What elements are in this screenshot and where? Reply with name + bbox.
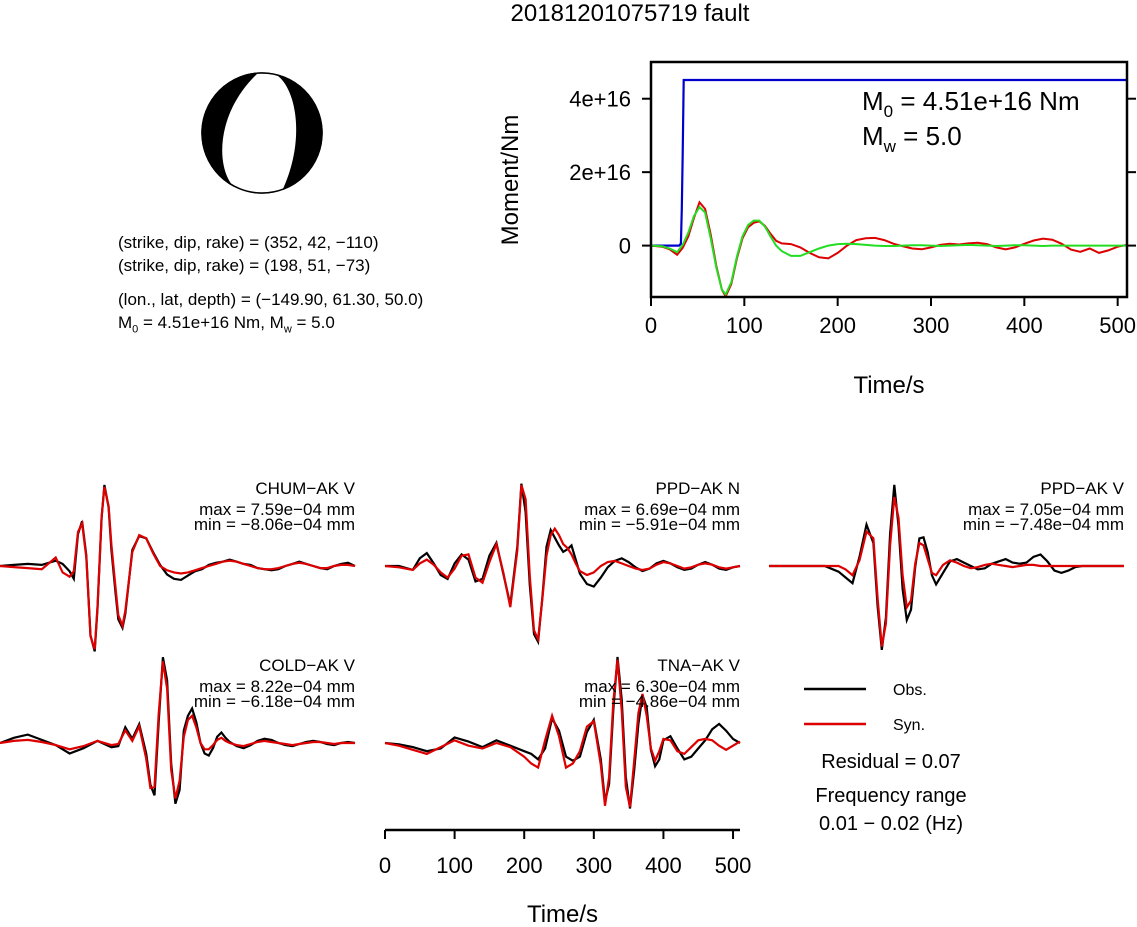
mw-subscript: w (283, 323, 292, 336)
moment-x-tick-label: 500 (1099, 313, 1136, 338)
station-min-label: min = −5.91e−04 mm (579, 515, 740, 534)
source-location: (lon., lat, depth) = (−149.90, 61.30, 50… (118, 290, 424, 309)
moment-x-tick-label: 300 (913, 313, 950, 338)
station-min-label: min = −7.48e−04 mm (963, 515, 1124, 534)
moment-symbol: M (118, 313, 133, 332)
nodal-plane-2: (strike, dip, rake) = (198, 51, −73) (118, 256, 371, 275)
source-moment: M0 = 4.51e+16 Nm, Mw = 5.0 (118, 312, 335, 340)
moment-m0-annotation: M0 = 4.51e+16 Nm (862, 86, 1080, 121)
station-label: COLD−AK V (259, 656, 356, 675)
station-label: PPD−AK N (655, 479, 740, 498)
moment-series-1 (650, 200, 1128, 299)
moment-y-axis-label: Moment/Nm (497, 115, 524, 246)
waveform-x-tick-label: 400 (645, 853, 682, 878)
beachball-dilatation-lens (222, 73, 297, 193)
waveform-x-tick-label: 300 (575, 853, 612, 878)
station-max-label: max = 8.22e−04 mm (199, 677, 355, 696)
mw-value: = 5.0 (291, 313, 335, 332)
moment-x-tick-label: 200 (819, 313, 856, 338)
station-min-label: min = −4.86e−04 mm (579, 692, 740, 711)
waveform-x-axis-label: Time/s (527, 901, 598, 927)
frequency-range-title: Frequency range (815, 785, 966, 807)
waveform-x-tick-label: 100 (436, 853, 473, 878)
station-min-label: min = −6.18e−04 mm (194, 692, 355, 711)
moment-x-axis-label: Time/s (853, 372, 924, 399)
moment-mw-annotation: Mw = 5.0 (862, 121, 962, 156)
waveform-syn (0, 661, 355, 799)
beachball-icon (201, 72, 323, 194)
waveform-x-tick-label: 200 (506, 853, 543, 878)
waveform-syn (384, 659, 741, 808)
moment-series-2 (650, 205, 1127, 297)
station-max-label: max = 6.69e−04 mm (584, 500, 740, 519)
nodal-plane-1: (strike, dip, rake) = (352, 42, −110) (118, 233, 379, 252)
station-max-label: max = 6.30e−04 mm (584, 677, 740, 696)
waveform-x-tick-label: 0 (379, 853, 391, 878)
moment-x-tick-label: 400 (1006, 313, 1043, 338)
frequency-range-value: 0.01 − 0.02 (Hz) (819, 813, 963, 835)
station-max-label: max = 7.05e−04 mm (968, 500, 1124, 519)
station-label: TNA−AK V (657, 656, 740, 675)
moment-plot-frame (649, 60, 1129, 299)
waveform-syn (769, 496, 1124, 647)
station-max-label: max = 7.59e−04 mm (199, 500, 355, 519)
moment-y-tick-label: 2e+16 (569, 160, 631, 185)
moment-rate-chart: 0 100 200 300 400 500 0 2e+16 4e+16 Time/s Moment/… (497, 60, 1136, 399)
moment-value: = 4.51e+16 Nm, M (138, 313, 284, 332)
waveform-syn (0, 486, 356, 650)
moment-x-tick-label: 0 (645, 313, 657, 338)
moment-subscript: 0 (132, 323, 139, 336)
waveform-syn (384, 484, 741, 644)
station-label: PPD−AK V (1040, 479, 1124, 498)
moment-x-tick-label: 100 (726, 313, 763, 338)
station-label: CHUM−AK V (255, 479, 355, 498)
legend-obs-label: Obs. (893, 682, 927, 699)
legend-syn-label: Syn. (893, 717, 925, 734)
residual-text: Residual = 0.07 (821, 751, 961, 773)
legend: Obs. Syn. Residual = 0.07 Frequency rang… (804, 682, 967, 835)
page-title: 20181201075719 fault (510, 0, 750, 27)
waveform-x-tick-label: 500 (715, 853, 752, 878)
station-min-label: min = −8.06e−04 mm (194, 515, 355, 534)
moment-y-tick-label: 0 (619, 234, 631, 259)
moment-y-tick-label: 4e+16 (569, 87, 631, 112)
moment-series-0 (651, 78, 1127, 247)
